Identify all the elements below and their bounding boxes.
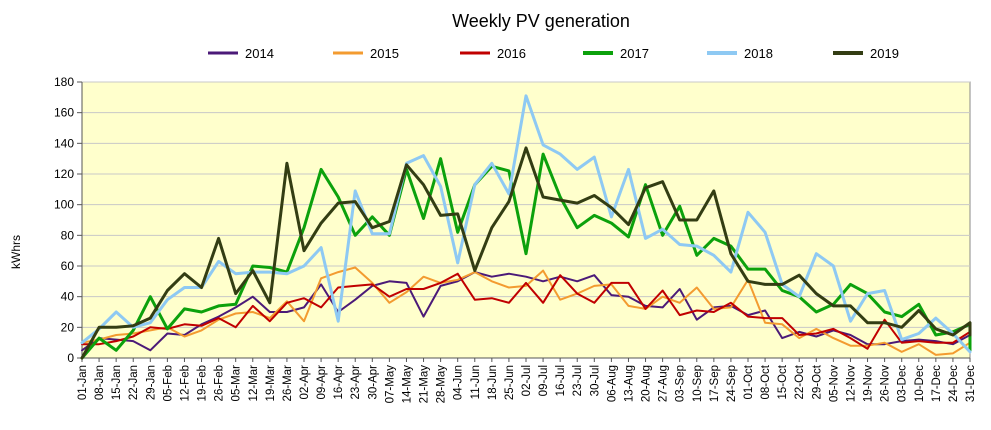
chart-title: Weekly PV generation [452, 11, 630, 31]
x-tick-label: 16-Apr [333, 365, 345, 400]
x-tick-label: 02-Apr [299, 365, 311, 400]
series-line-2016 [81, 272, 971, 350]
series-line-2014 [81, 271, 971, 352]
x-tick-label: 02-Jul [521, 365, 533, 396]
x-tick-label: 24-Dec [948, 365, 960, 402]
x-tick-label: 11-Jun [470, 365, 482, 399]
y-tick-label: 80 [61, 228, 75, 242]
x-tick-label: 29-Jan [145, 365, 157, 400]
x-tick-label: 10-Sep [692, 365, 704, 402]
x-tick-label: 13-Aug [623, 365, 635, 402]
x-tick-label: 15-Oct [777, 364, 789, 399]
plot-area [81, 81, 971, 359]
series-line-2017 [80, 152, 972, 360]
x-tick-label: 14-May [401, 365, 413, 404]
y-axis-label: kWhrs [9, 235, 23, 269]
x-tick-label: 22-Oct [794, 364, 806, 399]
x-tick-label: 22-Jan [128, 365, 140, 400]
x-tick-label: 01-Oct [743, 364, 755, 399]
x-tick-label: 03-Sep [675, 365, 687, 402]
x-tick-label: 08-Oct [760, 364, 772, 399]
x-tick-label: 21-May [419, 365, 431, 404]
legend-label-2017: 2017 [620, 46, 649, 61]
x-tick-label: 19-Feb [197, 365, 209, 401]
y-tick-label: 100 [54, 198, 74, 212]
x-tick-label: 19-Nov [863, 365, 875, 402]
y-tick-label: 180 [54, 75, 74, 89]
x-tick-label: 20-Aug [641, 365, 653, 402]
x-tick-label: 04-Jun [453, 365, 465, 400]
x-tick-label: 26-Mar [282, 365, 294, 402]
x-tick-label: 05-Nov [828, 365, 840, 402]
x-tick-label: 05-Feb [162, 365, 174, 401]
x-tick-label: 18-Jun [487, 365, 499, 400]
x-tick-label: 09-Apr [316, 365, 328, 400]
x-tick-label: 12-Mar [248, 365, 260, 402]
x-tick-label: 28-May [436, 365, 448, 404]
legend-label-2015: 2015 [370, 46, 399, 61]
series-line-2018 [80, 94, 972, 354]
y-tick-label: 60 [61, 259, 75, 273]
y-tick-label: 120 [54, 167, 74, 181]
x-tick-label: 31-Dec [965, 365, 977, 402]
y-tick-label: 40 [61, 290, 75, 304]
legend-label-2018: 2018 [744, 46, 773, 61]
x-tick-label: 29-Oct [811, 364, 823, 399]
y-tick-label: 160 [54, 106, 74, 120]
legend-label-2016: 2016 [497, 46, 526, 61]
x-tick-label: 10-Dec [914, 365, 926, 402]
x-tick-label: 03-Dec [897, 365, 909, 402]
x-tick-label: 12-Feb [179, 365, 191, 401]
legend-label-2019: 2019 [870, 46, 899, 61]
x-tick-label: 17-Dec [931, 365, 943, 402]
x-tick-label: 25-Jun [504, 365, 516, 400]
x-tick-label: 16-Jul [555, 365, 567, 396]
x-tick-label: 07-May [384, 365, 396, 404]
series-lines [80, 94, 972, 360]
x-axis: 01-Jan 08-Jan 15-Jan 22-Jan 29-Jan 05-Feb 12-F… [77, 357, 977, 404]
series-line-2019 [80, 146, 972, 360]
y-tick-label: 140 [54, 136, 74, 150]
y-tick-label: 20 [61, 320, 75, 334]
x-tick-label: 09-Jul [538, 365, 550, 396]
x-tick-label: 30-Apr [367, 365, 379, 400]
x-tick-label: 23-Apr [350, 365, 362, 400]
legend-label-2014: 2014 [245, 46, 274, 61]
x-tick-label: 23-Jul [572, 365, 584, 396]
x-tick-label: 15-Jan [111, 365, 123, 400]
x-tick-label: 24-Sep [726, 365, 738, 402]
x-tick-label: 06-Aug [606, 365, 618, 402]
x-tick-label: 05-Mar [231, 365, 243, 402]
x-tick-label: 27-Aug [658, 365, 670, 402]
x-tick-label: 26-Nov [880, 365, 892, 402]
x-tick-label: 19-Mar [265, 365, 277, 402]
x-tick-label: 08-Jan [94, 365, 106, 400]
x-tick-label: 30-Jul [589, 365, 601, 396]
y-tick-label: 0 [67, 351, 74, 365]
gridlines [82, 81, 970, 359]
x-tick-label: 01-Jan [77, 365, 89, 400]
y-axis: 0 20 40 60 80 100 120 140 160 180 [54, 75, 83, 365]
x-tick-label: 26-Feb [214, 365, 226, 401]
legend: 2014 2015 2016 2017 2018 2019 [208, 46, 899, 61]
x-tick-label: 12-Nov [845, 365, 857, 402]
x-tick-label: 17-Sep [709, 365, 721, 402]
